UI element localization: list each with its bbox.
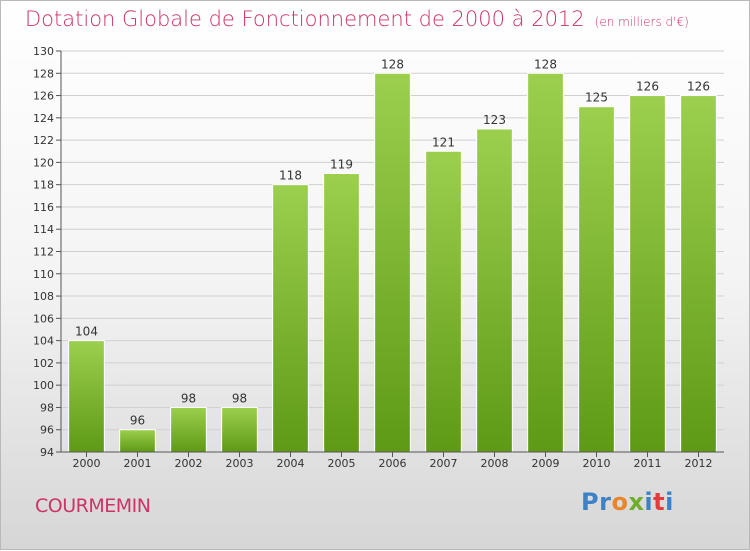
logo-letter: i: [665, 488, 674, 516]
bar: [323, 173, 360, 453]
x-tick-label: 2008: [481, 457, 509, 470]
y-tick-label: 96: [40, 424, 54, 437]
bar: [170, 406, 207, 453]
commune-name: COURMEMIN: [35, 495, 151, 517]
data-label: 128: [381, 57, 404, 71]
y-tick-label: 110: [33, 268, 54, 281]
bar: [425, 150, 462, 453]
logo-letter: o: [611, 488, 629, 516]
x-tick-label: 2007: [430, 457, 458, 470]
y-tick-label: 94: [40, 446, 54, 459]
data-label: 121: [432, 135, 455, 149]
y-tick-label: 100: [33, 379, 54, 392]
data-label: 126: [636, 80, 659, 94]
y-tick-label: 114: [33, 223, 54, 236]
x-tick-label: 2005: [328, 457, 356, 470]
data-label: 98: [232, 391, 247, 405]
x-tick-label: 2003: [226, 457, 254, 470]
proxiti-logo: Proxiti: [581, 488, 674, 516]
y-tick-label: 104: [33, 335, 54, 348]
data-label: 104: [75, 325, 98, 339]
bar: [272, 184, 309, 453]
x-tick-label: 2009: [532, 457, 560, 470]
x-tick-label: 2002: [175, 457, 203, 470]
y-tick-label: 102: [33, 357, 54, 370]
chart-title: Dotation Globale de Fonctionnement de 20…: [25, 7, 689, 31]
y-tick-label: 118: [33, 179, 54, 192]
bar: [119, 429, 156, 453]
logo-letter: r: [599, 488, 612, 516]
bar: [221, 406, 258, 453]
bar: [680, 95, 717, 453]
bar: [578, 106, 615, 453]
bar: [68, 340, 105, 453]
data-label: 119: [330, 158, 353, 172]
bar: [527, 72, 564, 453]
y-tick-label: 108: [33, 290, 54, 303]
y-tick-label: 120: [33, 156, 54, 169]
data-label: 125: [585, 91, 608, 105]
bar: [629, 95, 666, 453]
x-tick-label: 2004: [277, 457, 305, 470]
bar: [476, 128, 513, 453]
x-tick-label: 2012: [685, 457, 713, 470]
bar: [374, 72, 411, 453]
logo-letter: t: [653, 488, 666, 516]
chart-title-text: Dotation Globale de Fonctionnement de 20…: [25, 7, 585, 31]
chart-subtitle: (en milliers d'€): [594, 15, 689, 29]
y-tick-label: 116: [33, 201, 54, 214]
y-tick-label: 124: [33, 112, 54, 125]
data-label: 118: [279, 169, 302, 183]
x-tick-label: 2011: [634, 457, 662, 470]
y-tick-label: 128: [33, 67, 54, 80]
logo-letter: x: [628, 488, 645, 516]
data-label: 128: [534, 57, 557, 71]
y-tick-label: 130: [33, 45, 54, 58]
data-label: 98: [181, 391, 196, 405]
logo-letter: P: [581, 488, 600, 516]
data-label: 126: [687, 80, 710, 94]
y-tick-label: 122: [33, 134, 54, 147]
data-label: 96: [130, 414, 145, 428]
data-label: 123: [483, 113, 506, 127]
x-tick-label: 2000: [73, 457, 101, 470]
y-tick-label: 98: [40, 401, 54, 414]
axis-layer: 94 96 98 100 102 104 106 108 110 112 114 116 118 120 1…: [33, 45, 724, 470]
x-tick-label: 2006: [379, 457, 407, 470]
x-tick-label: 2010: [583, 457, 611, 470]
y-tick-label: 112: [33, 246, 54, 259]
y-tick-label: 126: [33, 90, 54, 103]
x-tick-label: 2001: [124, 457, 152, 470]
logo-letter: i: [644, 488, 654, 516]
bars-layer: 104 96 98 98 118 119 128 121 123 128 125 126 126: [68, 57, 717, 453]
y-tick-label: 106: [33, 312, 54, 325]
